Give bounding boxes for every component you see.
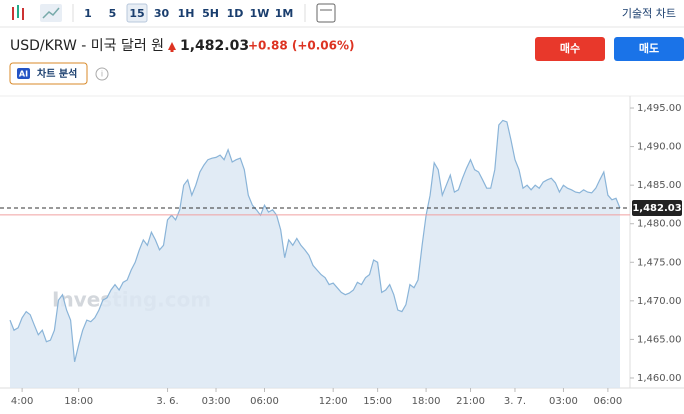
y-tick-label: 1,465.00 [637, 334, 682, 345]
x-tick-label: 03:00 [549, 396, 578, 407]
ai-badge: AI [19, 70, 28, 79]
interval-button[interactable]: 5 [109, 7, 117, 20]
y-tick-label: 1,460.00 [637, 373, 682, 384]
sell-button[interactable] [614, 37, 684, 61]
y-tick-label: 1,480.00 [637, 219, 682, 230]
interval-button[interactable]: 15 [129, 7, 144, 20]
interval-button[interactable]: 1D [227, 7, 244, 20]
y-tick-label: 1,470.00 [637, 296, 682, 307]
sell-label: 매도 [639, 41, 659, 55]
ai-analysis: 차트 분석 [37, 67, 77, 80]
selected-interval-box [126, 3, 148, 23]
interval-button[interactable]: 1H [178, 7, 195, 20]
buy-button[interactable] [535, 37, 605, 61]
last-price-box [632, 200, 682, 217]
x-tick-label: 3. 7. [504, 396, 526, 407]
candle-icon[interactable] [12, 5, 24, 20]
interval-button[interactable]: 5H [202, 7, 219, 20]
ai-badge-bg [17, 68, 30, 79]
interval-button[interactable]: 1W [250, 7, 270, 20]
x-tick-label: 06:00 [593, 396, 622, 407]
x-tick-label: 18:00 [412, 396, 441, 407]
technical-chart-link[interactable]: 기술적 차트 [622, 7, 676, 20]
price: 1,482.03 [180, 38, 249, 54]
x-tick-label: 3. 6. [156, 396, 178, 407]
y-tick-label: 1,490.00 [637, 142, 682, 153]
interval-button[interactable]: 1 [84, 7, 92, 20]
price-line [9, 119, 621, 362]
x-tick-label: 18:00 [64, 396, 93, 407]
ai-button[interactable] [9, 62, 88, 85]
x-tick-label: 06:00 [250, 396, 279, 407]
x-tick-label: 12:00 [319, 396, 348, 407]
x-tick-label: 4:00 [11, 396, 33, 407]
area-icon-line [42, 7, 60, 19]
interval-button[interactable]: 30 [154, 7, 170, 20]
y-tick-label: 1,475.00 [637, 257, 682, 268]
x-tick-label: 21:00 [456, 396, 485, 407]
up-arrow [168, 42, 176, 50]
interval-button[interactable]: 1M [275, 7, 294, 20]
info-icon-glyph: i [101, 70, 103, 79]
indicator-icon[interactable] [316, 3, 336, 23]
buy-label: 매수 [560, 41, 580, 55]
instrument-title: USD/KRW - 미국 달러 원 [10, 38, 164, 54]
up-arrow-stem [170, 47, 174, 52]
x-tick-label: 15:00 [363, 396, 392, 407]
area-fill [10, 120, 620, 389]
x-tick-label: 03:00 [202, 396, 231, 407]
price-change: +0.88 (+0.06%) [248, 39, 355, 53]
last-price-label: 1,482.03 [632, 203, 681, 214]
y-tick-label: 1,495.00 [637, 103, 682, 114]
info-icon[interactable] [95, 67, 109, 81]
y-tick-label: 1,485.00 [637, 180, 682, 191]
